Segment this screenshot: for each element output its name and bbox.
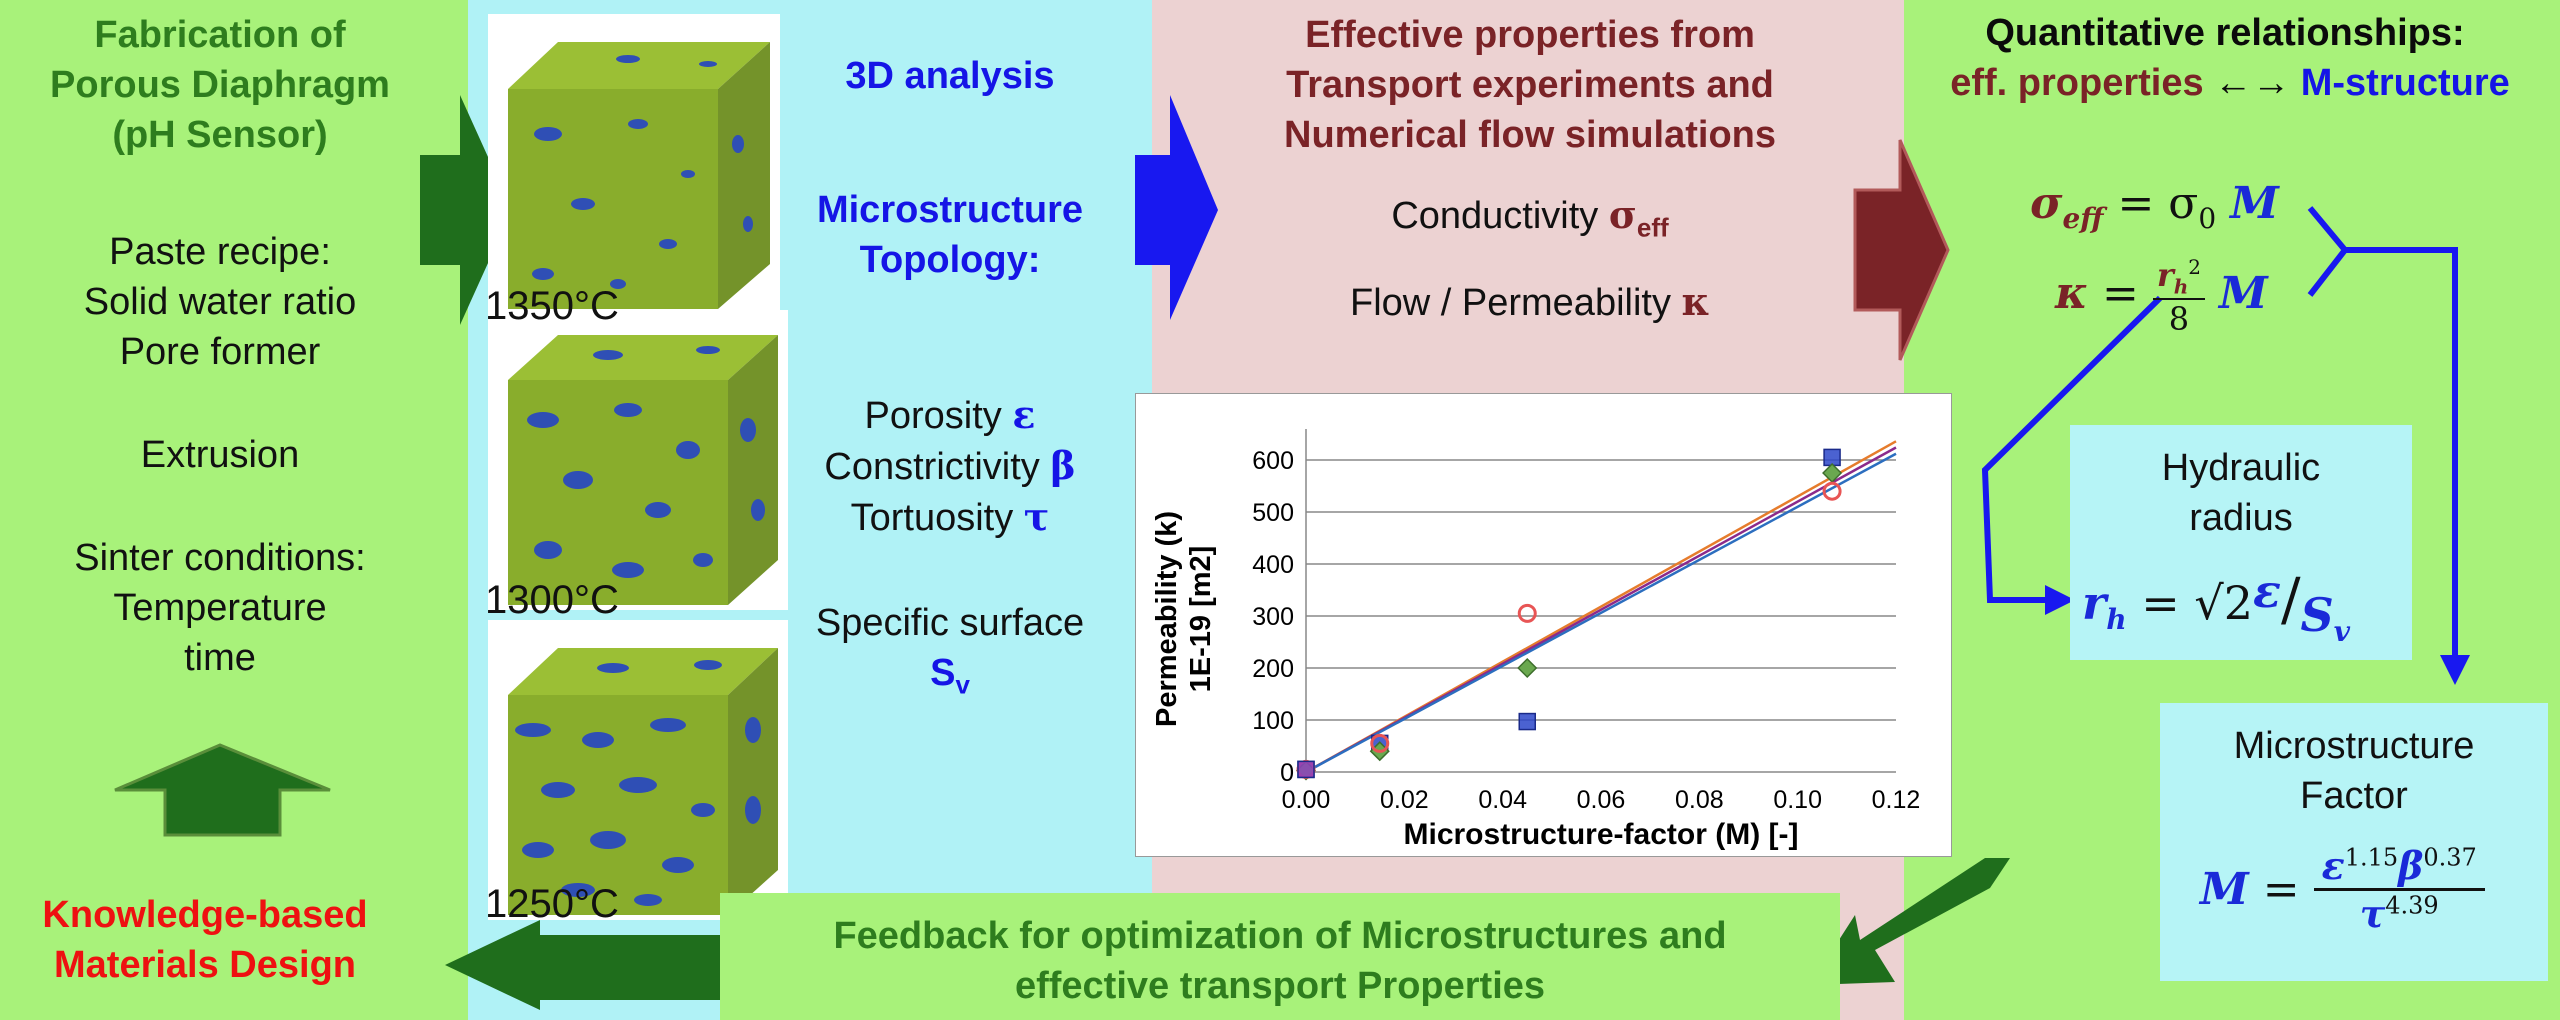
topology-title: Microstructure Topology: bbox=[816, 189, 1084, 281]
chart-ylabel-2: 1E-19 [m2] bbox=[1185, 546, 1217, 693]
chart-data-point bbox=[1518, 712, 1536, 731]
cube-panel-1300 bbox=[488, 310, 788, 610]
chart-ytick-label: 100 bbox=[1252, 707, 1294, 735]
hydraulic-label-1: Hydraulic bbox=[2161, 447, 2321, 489]
chart-xlabel: Microstructure-factor (M) [-] bbox=[1404, 818, 1799, 851]
cube-panel-1350 bbox=[488, 14, 780, 314]
chart-data-point bbox=[1517, 603, 1537, 623]
arrow-right-green-icon bbox=[420, 95, 512, 325]
hydraulic-formula: rh = √2ε/Sv bbox=[2082, 564, 2351, 649]
arrow-right-blue-small-icon bbox=[2045, 585, 2075, 615]
arrow-up-green-icon bbox=[114, 743, 331, 837]
effective-title: Effective properties from Transport exper… bbox=[1284, 14, 1776, 156]
chart-data-point bbox=[1822, 481, 1842, 501]
chart-xtick-label: 0.00 bbox=[1282, 786, 1331, 814]
chart-data-point bbox=[1517, 657, 1538, 679]
fabrication-title: Fabrication of Porous Diaphragm (pH Sensor… bbox=[50, 14, 390, 156]
porosity-symbol: ε bbox=[1012, 392, 1036, 437]
chart-ytick-label: 300 bbox=[1252, 603, 1294, 631]
arrow-right-blue-icon bbox=[1135, 95, 1218, 320]
feedback-box: Feedback for optimization of Microstruct… bbox=[720, 893, 1840, 1020]
arrow-down-blue-icon bbox=[2440, 655, 2470, 685]
microstructure-factor-box: Microstructure Factor M = ε1.15β0.37 τ4.… bbox=[2160, 703, 2548, 981]
constrictivity-label: Constrictivity bbox=[824, 446, 1040, 488]
cube-1300-image bbox=[508, 335, 778, 605]
cube-panel-1250 bbox=[488, 620, 788, 920]
chart-xtick-label: 0.02 bbox=[1380, 786, 1429, 814]
extrusion-label: Extrusion bbox=[140, 434, 300, 476]
arrow-diagonal-green-icon bbox=[1810, 858, 2010, 985]
conductivity-line: Conductivity σeff bbox=[1391, 192, 1669, 243]
hydraulic-label-2: radius bbox=[2189, 497, 2293, 539]
hydraulic-radius-box: Hydraulic radius rh = √2ε/Sv bbox=[2070, 425, 2412, 660]
paste-recipe: Paste recipe: Solid water ratio Pore forme… bbox=[83, 231, 357, 373]
temp-label-1300: 1300°C bbox=[485, 578, 619, 622]
chart-data-point bbox=[1370, 733, 1390, 753]
arrow-right-maroon-icon bbox=[1853, 139, 1950, 361]
chart-ytick-label: 600 bbox=[1252, 447, 1294, 475]
chart-ytick-label: 200 bbox=[1252, 655, 1294, 683]
feedback-line-2: effective transport Properties bbox=[1014, 965, 1546, 1007]
sinter-conditions: Sinter conditions: Temperature time bbox=[74, 537, 366, 679]
permeability-chart-svg: 0.00 0.02 0.04 0.06 0.08 0.10 0.12 0 100 200 300 4… bbox=[1151, 429, 1921, 851]
chart-ytick-label: 400 bbox=[1252, 551, 1294, 579]
quant-title: Quantitative relationships: bbox=[1985, 12, 2465, 54]
chart-xtick-label: 0.06 bbox=[1577, 786, 1626, 814]
arrow-left-green-icon bbox=[445, 920, 745, 1010]
tortuosity-label: Tortuosity bbox=[850, 497, 1014, 539]
mfactor-label-2: Factor bbox=[2300, 775, 2408, 817]
specific-surface: Specific surface Sv bbox=[815, 602, 1085, 700]
constrictivity-symbol: β bbox=[1050, 443, 1076, 488]
permeability-formula: κ = rh2 8 M bbox=[2055, 255, 2268, 339]
cube-1250-image bbox=[508, 648, 778, 915]
permeability-chart: 0.00 0.02 0.04 0.06 0.08 0.10 0.12 0 100 200 300 4… bbox=[1135, 393, 1952, 857]
mfactor-label-1: Microstructure bbox=[2233, 725, 2475, 767]
chart-ytick-label: 0 bbox=[1280, 759, 1294, 787]
chart-xtick-label: 0.04 bbox=[1478, 786, 1527, 814]
panel-fabrication bbox=[0, 0, 468, 1020]
chart-xtick-label: 0.10 bbox=[1773, 786, 1822, 814]
temp-label-1350: 1350°C bbox=[485, 284, 619, 328]
chart-fit-line bbox=[1305, 452, 1897, 774]
cube-1350-image bbox=[508, 42, 770, 309]
porosity-label: Porosity bbox=[864, 395, 1002, 437]
knowledge-design-label: Knowledge-based Materials Design bbox=[42, 894, 368, 986]
feedback-line-1: Feedback for optimization of Microstruct… bbox=[833, 915, 1727, 957]
topology-params: Porosity ε Constrictivity β Tortuosity τ bbox=[780, 390, 1120, 543]
temp-label-1250: 1250°C bbox=[485, 882, 619, 926]
chart-ytick-label: 500 bbox=[1252, 499, 1294, 527]
chart-data-point bbox=[1297, 760, 1315, 779]
permeability-line: Flow / Permeability κ bbox=[1349, 279, 1711, 324]
mfactor-formula: M = ε1.15β0.37 τ4.39 bbox=[2200, 843, 2485, 936]
chart-ylabel-1: Permeability (k) bbox=[1151, 511, 1183, 727]
tortuosity-symbol: τ bbox=[1023, 494, 1050, 539]
analysis-title: 3D analysis bbox=[845, 55, 1055, 97]
chart-xtick-label: 0.12 bbox=[1872, 786, 1921, 814]
relationship-connectors bbox=[1981, 206, 2458, 660]
chart-xtick-label: 0.08 bbox=[1675, 786, 1724, 814]
quant-relation: eff. properties ←→ M-structure bbox=[1950, 62, 2510, 104]
conductivity-formula: σeff = σ0 M bbox=[2030, 178, 2279, 235]
